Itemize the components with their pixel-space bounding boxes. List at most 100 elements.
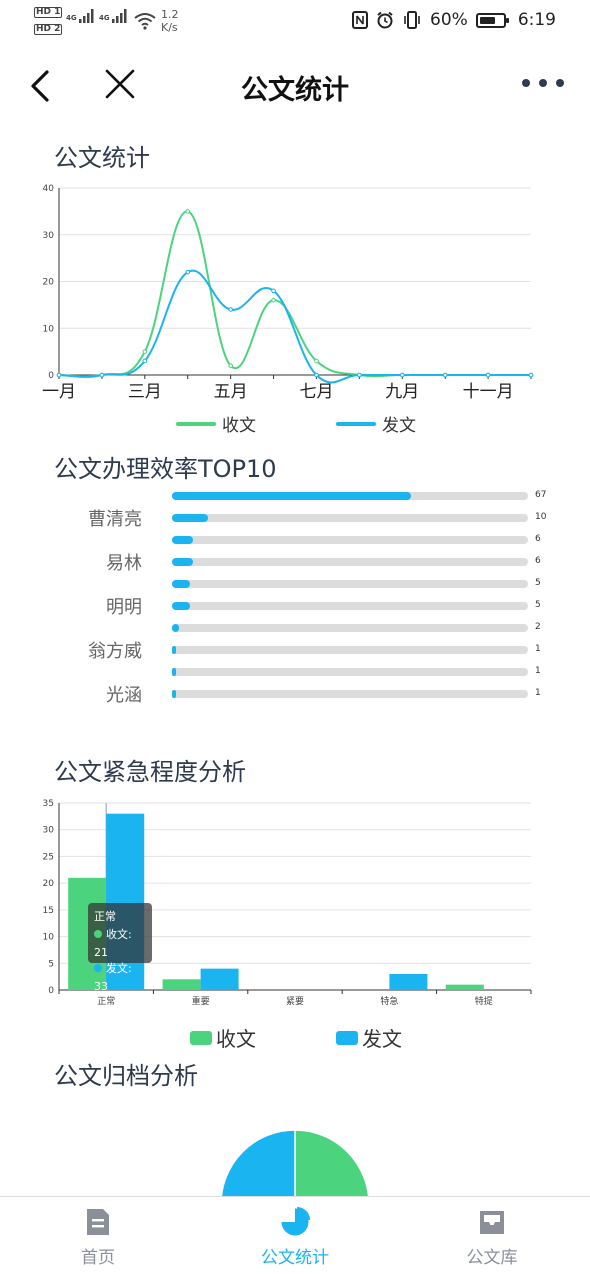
section-title-archive: 公文归档分析 xyxy=(54,1062,198,1090)
data-point xyxy=(528,372,534,378)
data-point xyxy=(185,209,191,214)
tab-label: 公文统计 xyxy=(261,1248,329,1268)
tooltip-line: 收文: 21 xyxy=(94,928,132,959)
x-tick-label: 一月 xyxy=(42,382,76,402)
network-speed: 1.2 K/s xyxy=(161,8,179,34)
data-point xyxy=(314,372,319,378)
rank-bar xyxy=(172,580,190,588)
tab-home[interactable]: 首页 xyxy=(28,1197,168,1278)
rank-value: 6 xyxy=(535,556,541,566)
tab-library[interactable]: 公文库 xyxy=(422,1197,562,1278)
x-tick-label: 正常 xyxy=(97,995,115,1007)
data-point xyxy=(228,363,233,368)
y-tick-label: 35 xyxy=(43,799,54,809)
section-title-stats: 公文统计 xyxy=(54,144,150,172)
x-tick-label: 五月 xyxy=(214,382,248,402)
rank-name: 易林 xyxy=(106,553,142,574)
signal-2-icon: 4G xyxy=(99,9,128,23)
x-tick-label: 九月 xyxy=(385,382,419,402)
y-tick-label: 40 xyxy=(43,184,55,194)
tooltip-title: 正常 xyxy=(94,910,116,923)
legend-swatch xyxy=(336,421,376,426)
more-button[interactable] xyxy=(520,76,566,90)
inbox-tray-icon xyxy=(480,1211,504,1234)
rank-bar xyxy=(172,492,411,500)
chart-tooltip: 正常 收文: 21 发文: 33 xyxy=(88,903,152,993)
legend-item-receive[interactable]: 收文 xyxy=(190,1023,256,1052)
rank-value: 1 xyxy=(535,666,541,676)
rank-bar-track xyxy=(172,624,528,632)
y-tick-label: 10 xyxy=(43,324,55,334)
rank-bar xyxy=(172,558,194,566)
rank-bar-track xyxy=(172,602,528,610)
y-tick-label: 20 xyxy=(43,278,55,288)
rank-name: 光涵 xyxy=(106,685,142,706)
y-tick-label: 15 xyxy=(43,906,54,916)
rank-bar xyxy=(172,514,208,522)
y-tick-label: 30 xyxy=(43,826,55,836)
data-point xyxy=(142,358,148,364)
rank-bar xyxy=(172,624,180,632)
series-line xyxy=(58,210,531,379)
legend-item-send[interactable]: 发文 xyxy=(336,411,416,436)
x-tick-label: 特急 xyxy=(380,995,398,1007)
archive-pie-chart xyxy=(220,1129,370,1196)
rank-bar-track xyxy=(172,536,528,544)
x-tick-label: 十一月 xyxy=(463,382,514,402)
close-button[interactable] xyxy=(102,66,138,102)
rank-bar-track xyxy=(172,646,528,654)
x-tick-label: 特提 xyxy=(475,995,493,1007)
rank-bar-track xyxy=(172,492,528,500)
pie-chart-icon xyxy=(281,1207,310,1236)
data-point xyxy=(271,297,276,303)
rank-bar-track xyxy=(172,690,528,698)
signal-1-icon: 4G xyxy=(66,9,95,23)
y-tick-label: 30 xyxy=(43,231,55,241)
y-tick-label: 20 xyxy=(43,879,55,889)
clock: 6:19 xyxy=(517,10,556,30)
rank-bar-track xyxy=(172,580,528,588)
rank-value: 2 xyxy=(535,622,541,632)
rank-value: 10 xyxy=(535,512,547,522)
data-point xyxy=(228,307,233,312)
status-bar: HD 1 HD 2 4G 4G 1.2 K/s 60% 6:19 xyxy=(0,0,590,44)
y-tick-label: 25 xyxy=(43,852,54,862)
rank-value: 5 xyxy=(535,578,541,588)
legend-label: 收文 xyxy=(216,1027,256,1051)
data-point xyxy=(271,288,276,294)
battery-icon xyxy=(475,12,509,28)
tab-label: 首页 xyxy=(81,1248,115,1268)
page-title: 公文统计 xyxy=(241,75,349,106)
legend-swatch xyxy=(190,1030,212,1045)
tab-statistics[interactable]: 公文统计 xyxy=(225,1197,365,1278)
rank-value: 1 xyxy=(535,644,541,654)
legend-item-receive[interactable]: 收文 xyxy=(176,411,256,436)
bottom-tab-bar: 首页 公文统计 公文库 xyxy=(0,1196,590,1278)
status-right: 60% 6:19 xyxy=(352,10,556,30)
back-button[interactable] xyxy=(26,66,56,106)
data-point xyxy=(314,358,319,364)
bar xyxy=(445,984,484,990)
vibrate-icon xyxy=(404,11,420,29)
line-chart: 0 10 20 30 40 一月 三月 五月 七月 九月 十一月 xyxy=(42,184,534,402)
battery-percent: 60% xyxy=(430,10,468,30)
legend-item-send[interactable]: 发文 xyxy=(336,1023,402,1052)
x-tick-label: 紧要 xyxy=(286,996,304,1007)
wifi-icon xyxy=(134,13,156,30)
rank-bar xyxy=(172,536,194,544)
hd1-badge: HD 1 xyxy=(34,7,63,18)
hd2-badge: HD 2 xyxy=(34,24,63,35)
data-point xyxy=(56,372,62,378)
rank-bar-track xyxy=(172,514,528,522)
rank-value: 6 xyxy=(535,534,541,544)
section-title-urgency: 公文紧急程度分析 xyxy=(54,758,246,786)
y-tick-label: 10 xyxy=(43,933,55,943)
tooltip-line: 发文: 33 xyxy=(94,962,132,993)
rank-name: 明明 xyxy=(106,597,142,618)
data-point xyxy=(357,372,362,378)
rank-bar-track xyxy=(172,668,528,676)
legend-swatch xyxy=(336,1030,358,1045)
bar xyxy=(200,968,239,990)
x-tick-label: 三月 xyxy=(128,382,162,402)
x-tick-label: 七月 xyxy=(299,382,333,402)
